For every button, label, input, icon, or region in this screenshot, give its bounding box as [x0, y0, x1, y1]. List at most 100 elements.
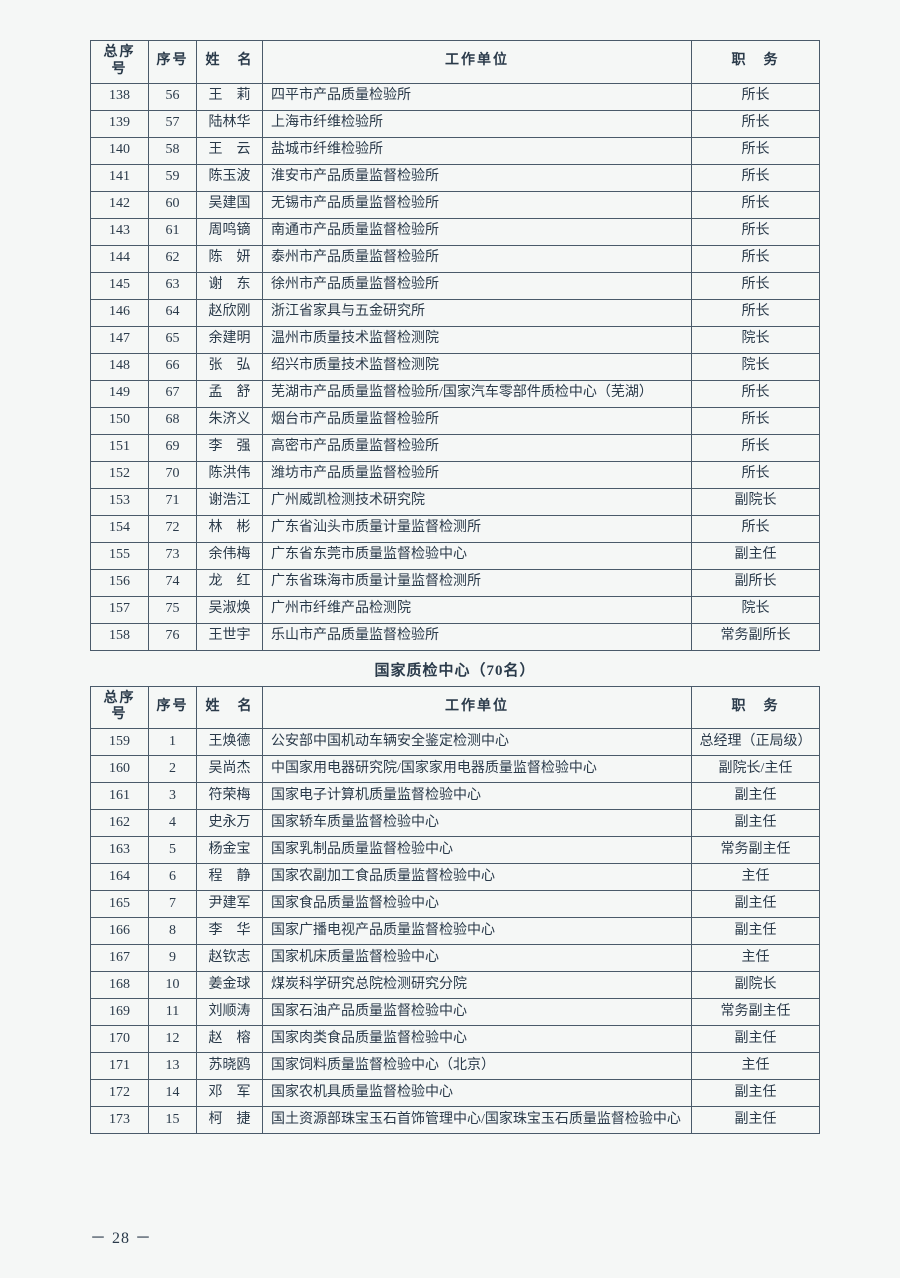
cell-total: 148 [91, 353, 149, 380]
cell-unit: 中国家用电器研究院/国家家用电器质量监督检验中心 [263, 756, 692, 783]
cell-seq: 4 [149, 810, 197, 837]
cell-unit: 浙江省家具与五金研究所 [263, 299, 692, 326]
cell-total: 161 [91, 783, 149, 810]
cell-seq: 76 [149, 623, 197, 650]
cell-seq: 68 [149, 407, 197, 434]
table-row: 1613符荣梅国家电子计算机质量监督检验中心副主任 [91, 783, 820, 810]
cell-seq: 71 [149, 488, 197, 515]
cell-total: 142 [91, 191, 149, 218]
cell-position: 所长 [692, 191, 820, 218]
cell-position: 主任 [692, 864, 820, 891]
table-row: 1591王焕德公安部中国机动车辆安全鉴定检测中心总经理（正局级） [91, 729, 820, 756]
cell-total: 155 [91, 542, 149, 569]
cell-seq: 64 [149, 299, 197, 326]
cell-seq: 74 [149, 569, 197, 596]
cell-position: 所长 [692, 245, 820, 272]
cell-unit: 徐州市产品质量监督检验所 [263, 272, 692, 299]
cell-total: 144 [91, 245, 149, 272]
col-name: 姓 名 [197, 41, 263, 84]
cell-position: 常务副所长 [692, 623, 820, 650]
cell-unit: 广东省珠海市质量计量监督检测所 [263, 569, 692, 596]
cell-total: 147 [91, 326, 149, 353]
cell-position: 副主任 [692, 542, 820, 569]
cell-seq: 67 [149, 380, 197, 407]
cell-unit: 煤炭科学研究总院检测研究分院 [263, 972, 692, 999]
cell-seq: 70 [149, 461, 197, 488]
cell-unit: 四平市产品质量检验所 [263, 83, 692, 110]
cell-unit: 芜湖市产品质量监督检验所/国家汽车零部件质检中心（芜湖） [263, 380, 692, 407]
cell-unit: 国家农机具质量监督检验中心 [263, 1080, 692, 1107]
table-row: 1668李 华国家广播电视产品质量监督检验中心副主任 [91, 918, 820, 945]
table-header: 总序号 序号 姓 名 工作单位 职 务 [91, 686, 820, 729]
cell-position: 副主任 [692, 810, 820, 837]
cell-position: 所长 [692, 218, 820, 245]
cell-name: 王 莉 [197, 83, 263, 110]
cell-unit: 广东省东莞市质量监督检验中心 [263, 542, 692, 569]
cell-total: 173 [91, 1107, 149, 1134]
cell-seq: 3 [149, 783, 197, 810]
cell-name: 苏晓鸥 [197, 1053, 263, 1080]
cell-total: 168 [91, 972, 149, 999]
cell-unit: 广州市纤维产品检测院 [263, 596, 692, 623]
cell-seq: 7 [149, 891, 197, 918]
cell-total: 169 [91, 999, 149, 1026]
cell-name: 王 云 [197, 137, 263, 164]
table-row: 1679赵钦志国家机床质量监督检验中心主任 [91, 945, 820, 972]
table-row: 13957陆林华上海市纤维检验所所长 [91, 110, 820, 137]
col-total: 总序号 [91, 686, 149, 729]
table-row: 1657尹建军国家食品质量监督检验中心副主任 [91, 891, 820, 918]
cell-position: 所长 [692, 515, 820, 542]
cell-total: 171 [91, 1053, 149, 1080]
cell-total: 156 [91, 569, 149, 596]
cell-name: 吴尚杰 [197, 756, 263, 783]
table-row: 14765余建明温州市质量技术监督检测院院长 [91, 326, 820, 353]
cell-total: 139 [91, 110, 149, 137]
cell-unit: 绍兴市质量技术监督检测院 [263, 353, 692, 380]
cell-total: 152 [91, 461, 149, 488]
cell-seq: 60 [149, 191, 197, 218]
cell-total: 150 [91, 407, 149, 434]
cell-position: 所长 [692, 272, 820, 299]
cell-name: 陈 妍 [197, 245, 263, 272]
cell-seq: 8 [149, 918, 197, 945]
cell-position: 副主任 [692, 783, 820, 810]
cell-seq: 72 [149, 515, 197, 542]
cell-position: 副主任 [692, 1080, 820, 1107]
cell-name: 杨金宝 [197, 837, 263, 864]
table-row: 15573余伟梅广东省东莞市质量监督检验中心副主任 [91, 542, 820, 569]
cell-name: 吴建国 [197, 191, 263, 218]
cell-unit: 国家农副加工食品质量监督检验中心 [263, 864, 692, 891]
cell-seq: 9 [149, 945, 197, 972]
cell-name: 陈玉波 [197, 164, 263, 191]
cell-name: 符荣梅 [197, 783, 263, 810]
table-row: 15775吴淑焕广州市纤维产品检测院院长 [91, 596, 820, 623]
table-row: 14260吴建国无锡市产品质量监督检验所所长 [91, 191, 820, 218]
cell-total: 165 [91, 891, 149, 918]
cell-unit: 上海市纤维检验所 [263, 110, 692, 137]
cell-seq: 58 [149, 137, 197, 164]
cell-seq: 66 [149, 353, 197, 380]
table-row: 14563谢 东徐州市产品质量监督检验所所长 [91, 272, 820, 299]
cell-name: 邓 军 [197, 1080, 263, 1107]
cell-position: 所长 [692, 299, 820, 326]
document-page: 总序号 序号 姓 名 工作单位 职 务 13856王 莉四平市产品质量检验所所长… [0, 0, 900, 1278]
cell-position: 副主任 [692, 1107, 820, 1134]
table-row: 14462陈 妍泰州市产品质量监督检验所所长 [91, 245, 820, 272]
cell-total: 149 [91, 380, 149, 407]
cell-unit: 国家乳制品质量监督检验中心 [263, 837, 692, 864]
cell-position: 院长 [692, 596, 820, 623]
cell-position: 所长 [692, 380, 820, 407]
cell-name: 尹建军 [197, 891, 263, 918]
cell-unit: 广东省汕头市质量计量监督检测所 [263, 515, 692, 542]
table-row: 14866张 弘绍兴市质量技术监督检测院院长 [91, 353, 820, 380]
cell-unit: 国家石油产品质量监督检验中心 [263, 999, 692, 1026]
cell-seq: 73 [149, 542, 197, 569]
cell-position: 常务副主任 [692, 999, 820, 1026]
cell-unit: 广州威凯检测技术研究院 [263, 488, 692, 515]
cell-name: 柯 捷 [197, 1107, 263, 1134]
cell-unit: 盐城市纤维检验所 [263, 137, 692, 164]
cell-seq: 6 [149, 864, 197, 891]
col-position: 职 务 [692, 41, 820, 84]
cell-name: 李 强 [197, 434, 263, 461]
cell-name: 吴淑焕 [197, 596, 263, 623]
